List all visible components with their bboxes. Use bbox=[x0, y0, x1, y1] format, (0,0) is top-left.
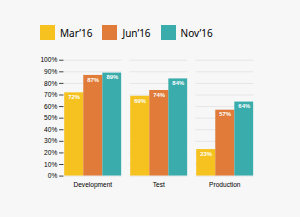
svg-text:64%: 64% bbox=[238, 103, 251, 109]
html-text:Jun’16: Jun’16 bbox=[122, 25, 151, 40]
svg-text:40%: 40% bbox=[44, 126, 57, 133]
svg-text:Development: Development bbox=[73, 181, 112, 189]
svg-text:84%: 84% bbox=[172, 80, 185, 86]
html-text:Nov’16: Nov’16 bbox=[180, 25, 213, 40]
svg-text:20%: 20% bbox=[44, 149, 57, 156]
svg-text:90%: 90% bbox=[44, 68, 57, 75]
svg-text:23%: 23% bbox=[200, 151, 213, 157]
html-text:Mar’16: Mar’16 bbox=[60, 25, 93, 40]
svg-text:60%: 60% bbox=[44, 103, 57, 110]
svg-text:Test: Test bbox=[153, 181, 165, 188]
svg-text:72%: 72% bbox=[68, 94, 81, 100]
svg-text:74%: 74% bbox=[153, 92, 166, 98]
svg-text:87%: 87% bbox=[87, 77, 100, 83]
svg-text:80%: 80% bbox=[44, 80, 57, 87]
svg-text:89%: 89% bbox=[106, 74, 119, 80]
svg-text:10%: 10% bbox=[44, 161, 57, 168]
svg-text:100%: 100% bbox=[40, 56, 57, 63]
svg-text:50%: 50% bbox=[44, 114, 57, 121]
svg-text:70%: 70% bbox=[44, 91, 57, 98]
svg-text:0%: 0% bbox=[48, 172, 58, 179]
svg-text:57%: 57% bbox=[219, 111, 232, 117]
svg-text:69%: 69% bbox=[134, 98, 147, 104]
svg-text:Production: Production bbox=[209, 181, 241, 188]
svg-text:30%: 30% bbox=[44, 137, 57, 144]
